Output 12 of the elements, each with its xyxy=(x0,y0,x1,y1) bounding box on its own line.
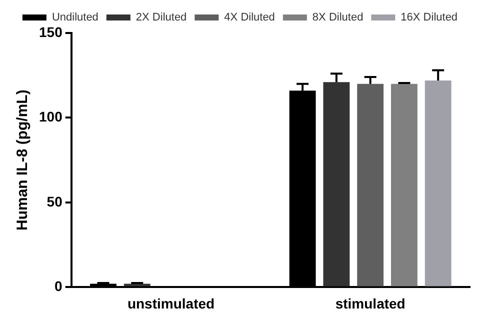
y-axis-title: Human IL-8 (pg/mL) xyxy=(14,90,32,231)
legend-label: 8X Diluted xyxy=(312,12,364,24)
x-tick-label: stimulated xyxy=(335,295,406,312)
y-tick-label: 150 xyxy=(39,24,63,40)
legend-label: 4X Diluted xyxy=(224,12,275,24)
y-tick-label: 50 xyxy=(46,193,63,210)
x-tick-label: unstimulated xyxy=(127,295,215,312)
legend-label: 2X Diluted xyxy=(136,12,187,24)
legend-label: 16X Diluted xyxy=(400,12,458,24)
y-tick-label: 100 xyxy=(39,108,63,125)
legend-label: Undiluted xyxy=(52,12,98,24)
y-tick-label: 0 xyxy=(54,278,63,294)
